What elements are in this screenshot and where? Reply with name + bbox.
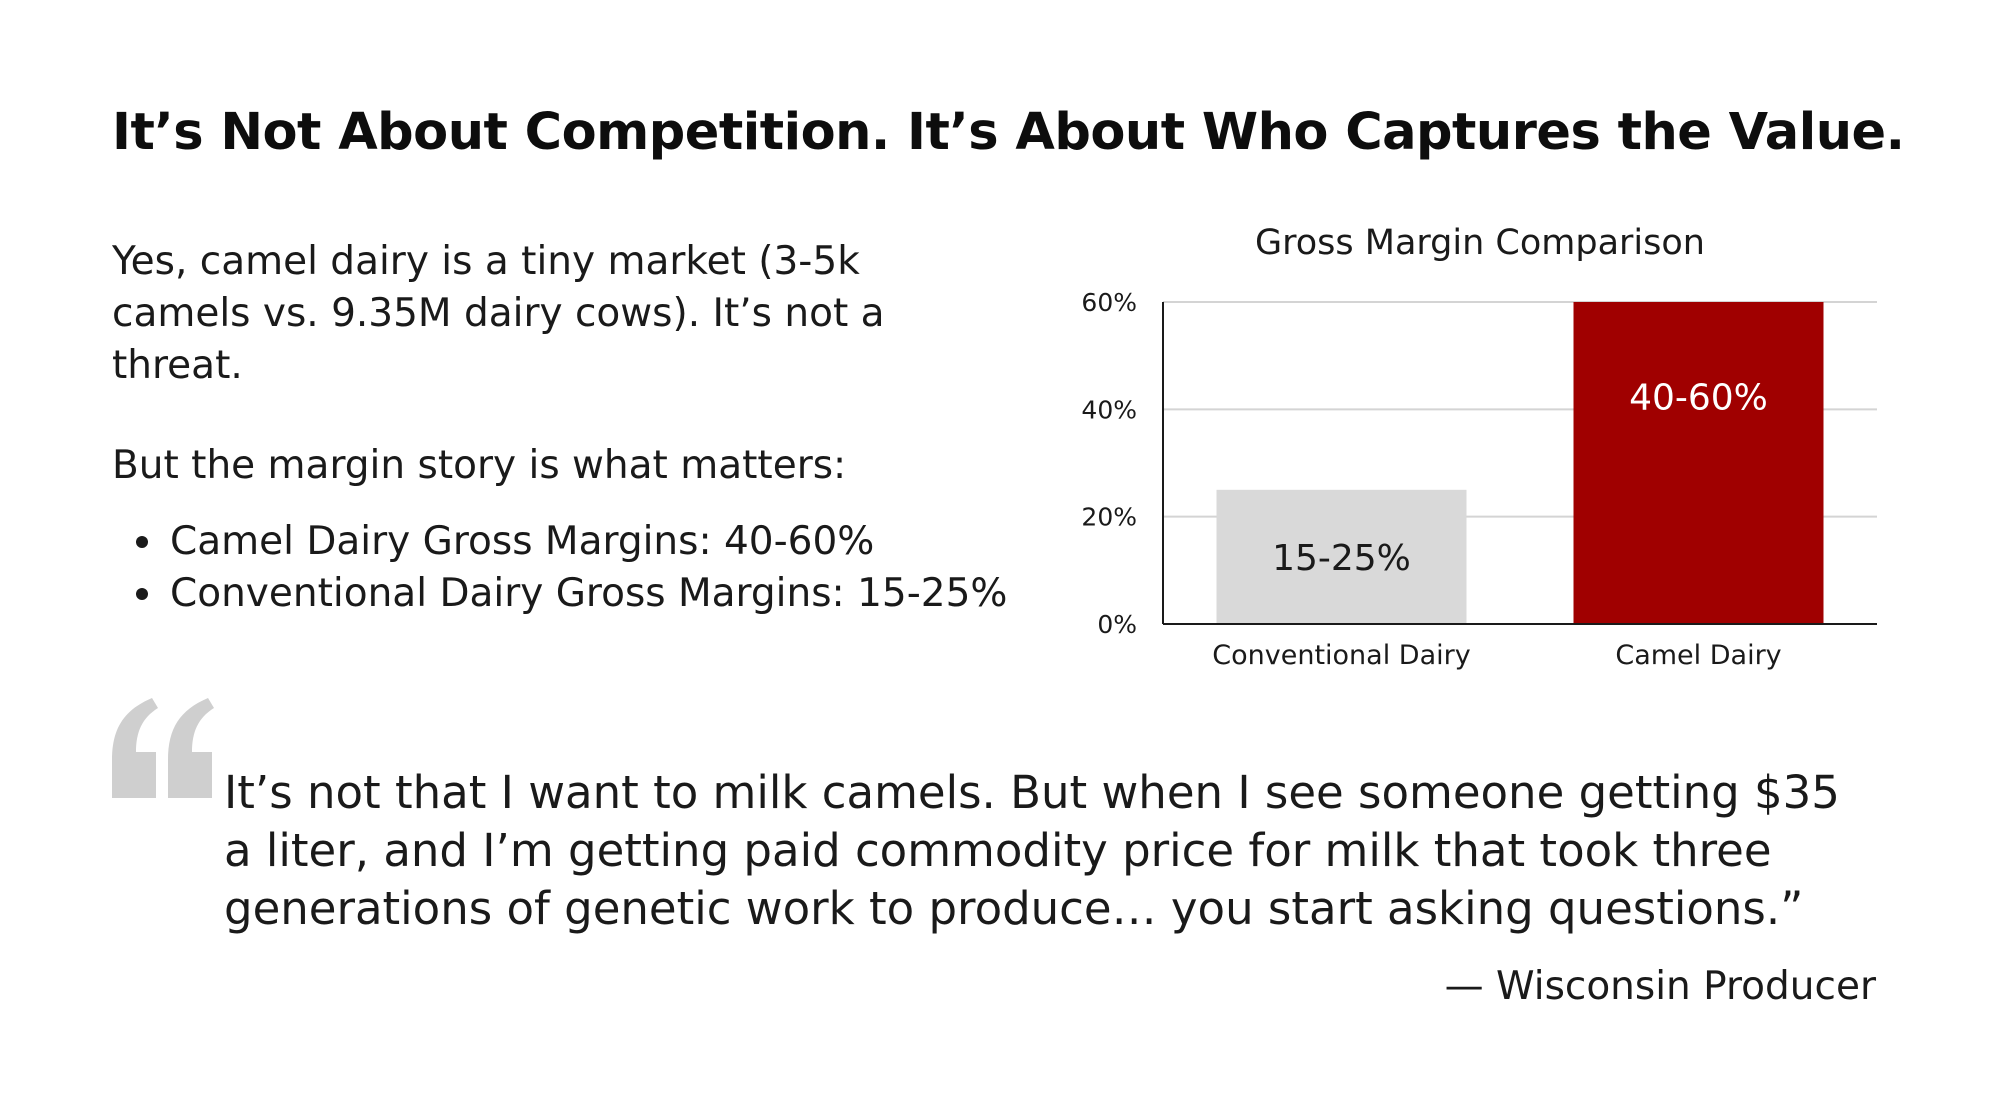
chart-title: Gross Margin Comparison [1255, 223, 1705, 263]
bar-camel-dairy [1573, 302, 1824, 624]
quote-attribution: — Wisconsin Producer [1444, 964, 1876, 1009]
slide-title: It’s Not About Competition. It’s About W… [112, 103, 1905, 162]
bars [1216, 302, 1824, 624]
producer-quote: It’s not that I want to milk camels. But… [224, 764, 1904, 938]
y-tick-label: 40% [1081, 395, 1137, 424]
bar-conventional-dairy [1216, 489, 1467, 624]
y-tick-label: 20% [1081, 503, 1137, 532]
quote-line: It’s not that I want to milk camels. But… [224, 766, 1840, 819]
bullet-text: Conventional Dairy Gross Margins: 15-25% [170, 571, 1008, 616]
bullet-dot-icon [136, 588, 148, 600]
margin-lead-text: But the margin story is what matters: [112, 443, 847, 488]
margin-bullet-list: Camel Dairy Gross Margins: 40-60% Conven… [112, 516, 1012, 620]
bullet-text: Camel Dairy Gross Margins: 40-60% [170, 519, 875, 564]
quote-line: generations of genetic work to produce… … [224, 882, 1804, 935]
bullet-dot-icon [136, 536, 148, 548]
bar-data-label: 15-25% [1272, 538, 1411, 579]
y-tick-label: 60% [1081, 288, 1137, 317]
left-column: Yes, camel dairy is a tiny market (3-5k … [112, 236, 1012, 620]
gross-margin-chart: Gross Margin Comparison 0% 20% 40% 60% 15-25… [1060, 222, 1900, 692]
quote-line: a liter, and I’m getting paid commodity … [224, 824, 1772, 877]
bullet-conventional-margins: Conventional Dairy Gross Margins: 15-25% [136, 568, 1012, 620]
bar-chart-svg: Gross Margin Comparison 0% 20% 40% 60% 15-25… [1081, 223, 1877, 671]
y-tick-label: 0% [1097, 610, 1137, 639]
x-tick-label: Camel Dairy [1615, 640, 1781, 671]
bar-data-label: 40-60% [1629, 377, 1768, 418]
labels: 0% 20% 40% 60% 15-25% Conventional Dairy 40-60… [1081, 288, 1781, 671]
intro-paragraph: Yes, camel dairy is a tiny market (3-5k … [112, 239, 885, 388]
quote-mark-icon [112, 698, 214, 798]
x-tick-label: Conventional Dairy [1212, 640, 1470, 671]
bullet-camel-margins: Camel Dairy Gross Margins: 40-60% [136, 516, 1012, 568]
axes [1162, 302, 1877, 625]
